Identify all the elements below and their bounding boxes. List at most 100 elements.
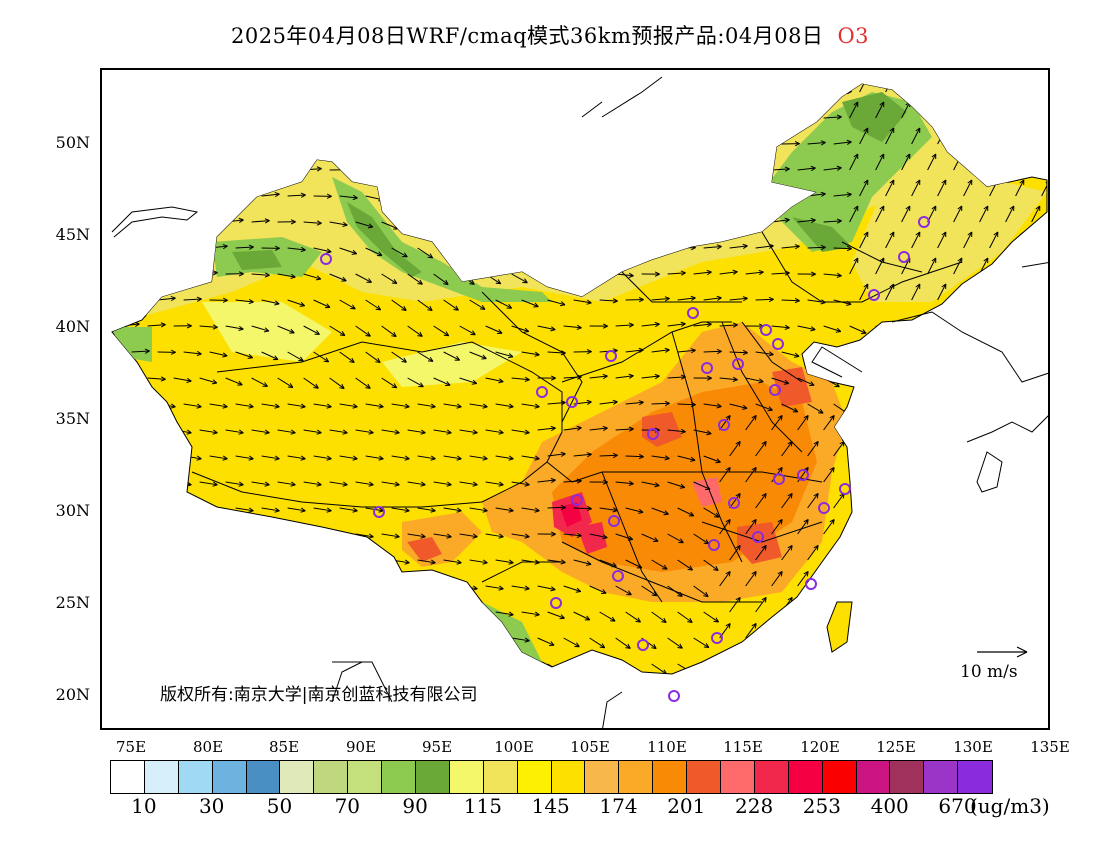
wind-vector-head [586,302,592,305]
wind-vector-head [301,246,306,251]
wind-vector-head [651,126,657,129]
wind-vector [885,283,895,301]
map-panel[interactable] [100,68,1050,730]
wind-vector [1005,153,1015,171]
wind-vector-head [533,149,538,155]
wind-vector [407,585,426,590]
wind-vector-head [379,559,384,564]
wind-vector-head [145,455,150,460]
wind-vector-head [343,585,348,590]
wind-vector-head [290,484,296,487]
wind-vector-head [742,349,748,354]
wind-vector-head [212,119,218,123]
wind-vector [547,299,566,306]
wind-vector-head [368,170,374,174]
wind-vector-head [560,96,564,102]
wind-vector [755,441,767,457]
wind-vector-head [427,256,433,259]
wind-vector [589,637,605,649]
wind-vector-head [813,648,819,653]
wind-vector-head [457,455,462,460]
wind-vector-head [560,506,566,511]
wind-vector [277,637,296,642]
wind-vector [937,597,949,613]
wind-vector-head [509,507,514,512]
wind-vector [277,585,296,590]
wind-vector-head [248,140,254,144]
wind-vector [989,283,999,301]
wind-vector-head [879,257,885,262]
wind-vector-head [405,403,410,408]
wind-vector-head [829,466,835,471]
wind-vector-head [265,429,270,434]
wind-vector-head [395,585,400,590]
wind-vector-head [918,701,922,703]
wind-vector [157,663,176,668]
wind-vector [313,403,332,408]
wind-vector-head [342,588,348,591]
wind-vector-head [301,507,306,512]
wind-vector-head [170,94,175,100]
wind-vector-head [1040,519,1043,525]
wind-vector-head [853,205,859,210]
wind-vector-head [855,570,861,575]
wind-vector-head [550,589,556,592]
wind-vector [885,493,897,509]
wind-vector-head [197,403,202,408]
wind-vector-head [706,430,712,435]
wind-vector-head [186,269,192,273]
wind-vector-head [186,170,192,174]
wind-vector-head [602,325,608,329]
wind-vector [495,611,514,616]
wind-vector-head [326,303,331,308]
wind-vector-head [611,669,615,674]
wind-vector [771,168,790,171]
wind-vector-head [983,257,989,262]
wind-vector-head [1011,622,1017,627]
wind-vector [677,403,696,406]
wind-vector-head [160,171,166,175]
wind-vector-head [943,648,949,653]
wind-vector-head [248,614,254,617]
wind-vector-head [222,141,228,145]
wind-vector-head [135,533,140,538]
station-marker [566,396,578,408]
wind-vector [745,415,757,431]
wind-vector-head [1017,331,1022,336]
wind-vector [1041,493,1047,509]
wind-vector-head [238,380,243,386]
wind-vector-head [933,622,939,627]
wind-vector-head [186,377,192,382]
wind-vector-head [819,408,824,414]
wind-vector-head [654,273,660,277]
wind-vector-head [213,637,218,642]
wind-vector-head [327,403,332,408]
wind-vector-head [379,455,384,460]
wind-vector-head [988,571,991,577]
wind-vector-head [691,719,694,723]
wind-vector [277,533,296,538]
wind-vector-head [134,432,140,435]
wind-vector-head [820,90,826,94]
wind-vector-head [967,127,973,132]
wind-vector-head [916,76,920,79]
wind-vector-head [855,414,861,419]
wind-vector-head [446,172,451,178]
wind-vector [771,623,783,639]
wind-vector [277,115,296,119]
wind-vector [599,299,618,302]
wind-vector [885,441,897,457]
wind-vector [781,441,793,457]
lon-label-130e: 130E [953,738,993,756]
wind-vector-head [820,191,826,195]
wind-vector-head [300,510,306,513]
wind-vector-head [738,493,741,499]
wind-vector-head [629,480,634,485]
wind-vector [183,194,202,197]
wind-vector [703,403,722,407]
wind-vector-head [531,152,537,155]
wind-vector [979,325,995,337]
wind-vector-head [447,585,452,590]
wind-vector-head [560,614,565,619]
wind-vector-head [265,167,270,171]
